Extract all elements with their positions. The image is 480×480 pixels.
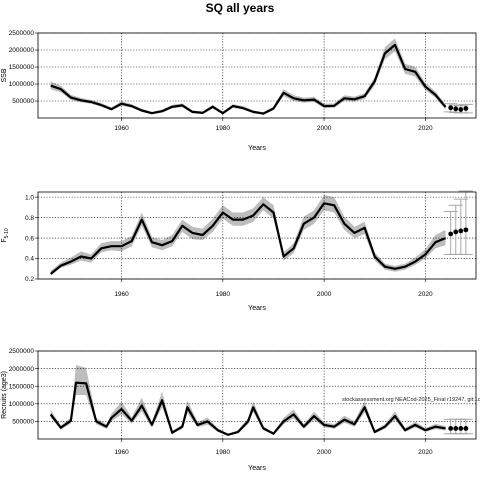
y-tick-label: 2500000	[9, 30, 35, 37]
panel-frame	[37, 350, 477, 440]
x-tick-label: 1960	[114, 449, 129, 456]
y-tick-label: 500000	[12, 419, 34, 426]
x-tick-label: 2000	[317, 125, 332, 132]
series-line	[50, 43, 447, 115]
x-tick-label: 2020	[418, 125, 433, 132]
y-axis-title: SSB	[1, 68, 8, 82]
x-tick-label: 2020	[418, 449, 433, 456]
y-tick-label: 0.8	[25, 215, 34, 222]
projection-point	[453, 426, 459, 431]
x-tick-label: 2000	[317, 449, 332, 456]
chart-main-title: SQ all years	[205, 1, 275, 15]
series-line	[50, 202, 447, 275]
y-axis-title: Recruits (age3)	[1, 371, 8, 419]
x-tick-label: 2000	[317, 291, 332, 298]
x-tick-label: 2020	[418, 291, 433, 298]
y-tick-label: 1500000	[9, 383, 35, 390]
projection-point	[463, 227, 469, 233]
source-annotation: stockassessment.org NEACod-2025_Final r1…	[342, 397, 480, 403]
y-tick-label: 2000000	[9, 366, 35, 373]
y-tick-label: 500000	[12, 98, 34, 105]
projection-point	[458, 107, 464, 112]
panel-frame	[37, 32, 477, 119]
chart-panel-3: 1960 1980 2000 2020 500000 1000000 1500000 2000…	[1, 348, 480, 472]
x-tick-label: 1960	[114, 291, 129, 298]
projection-point	[453, 106, 459, 112]
y-tick-label: 0.4	[25, 256, 34, 263]
projection-point	[458, 228, 464, 234]
series-line	[49, 381, 446, 436]
y-tick-label: 1.0	[25, 194, 34, 201]
y-tick-label: 0.6	[25, 235, 34, 242]
y-axis-title-main: F	[1, 238, 8, 242]
confidence-band	[50, 195, 446, 276]
y-tick-label: 0.2	[25, 276, 34, 283]
y-tick-label: 1000000	[9, 81, 35, 88]
projection-point	[448, 105, 454, 111]
x-tick-label: 1980	[216, 291, 231, 298]
projection-point	[458, 426, 464, 431]
projection-point	[463, 426, 469, 431]
x-tick-label: 1960	[114, 125, 129, 132]
projection-point	[463, 106, 469, 111]
chart-panel-2: 1960 1980 2000 2020 0.2 0.4 0.6 0.8 1.0 Years F5-1…	[1, 190, 477, 312]
panel-frame	[37, 191, 477, 280]
y-tick-label: 2500000	[9, 348, 35, 355]
y-tick-label: 1500000	[9, 64, 35, 71]
x-axis-title: Years	[248, 305, 266, 312]
projection-point	[448, 426, 454, 431]
y-axis-title: F5-10	[1, 228, 10, 243]
projection-point	[453, 229, 459, 235]
x-axis-title: Years	[248, 145, 266, 152]
x-axis-title: Years	[248, 465, 266, 472]
y-tick-label: 2000000	[9, 47, 35, 54]
y-tick-label: 1000000	[9, 401, 35, 408]
chart-panel-1: 1960 1980 2000 2020 500000 1000000 1500000 2000…	[1, 30, 477, 152]
projection-point	[448, 231, 454, 237]
y-axis-title-subscript: 5-10	[4, 228, 10, 238]
x-tick-label: 1980	[216, 449, 231, 456]
x-tick-label: 1980	[216, 125, 231, 132]
